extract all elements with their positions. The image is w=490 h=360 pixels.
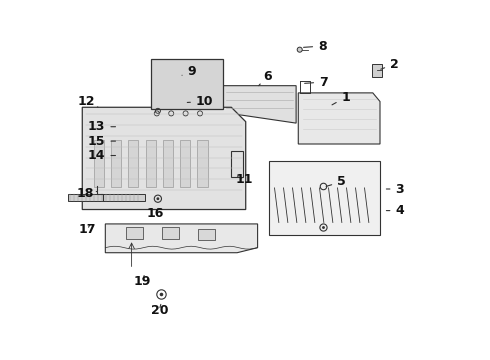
Circle shape xyxy=(322,226,325,229)
Text: 5: 5 xyxy=(326,175,346,188)
FancyBboxPatch shape xyxy=(128,140,139,187)
FancyBboxPatch shape xyxy=(126,227,144,239)
Polygon shape xyxy=(82,107,245,210)
Text: 10: 10 xyxy=(187,95,214,108)
Polygon shape xyxy=(222,86,296,123)
Text: 15: 15 xyxy=(88,135,116,148)
Text: 18: 18 xyxy=(76,187,97,200)
Text: 6: 6 xyxy=(259,70,271,86)
Text: 12: 12 xyxy=(77,95,98,108)
Circle shape xyxy=(297,47,302,52)
Text: 13: 13 xyxy=(88,120,116,133)
Polygon shape xyxy=(105,224,258,253)
Circle shape xyxy=(160,293,163,296)
FancyBboxPatch shape xyxy=(180,140,190,187)
Text: 7: 7 xyxy=(305,76,328,89)
FancyBboxPatch shape xyxy=(197,140,208,187)
Polygon shape xyxy=(68,194,145,201)
FancyBboxPatch shape xyxy=(111,140,121,187)
FancyBboxPatch shape xyxy=(94,140,104,187)
Text: 1: 1 xyxy=(332,91,350,105)
Text: 19: 19 xyxy=(134,275,151,288)
FancyBboxPatch shape xyxy=(162,227,179,239)
FancyBboxPatch shape xyxy=(270,161,380,235)
FancyBboxPatch shape xyxy=(146,140,156,187)
Text: 17: 17 xyxy=(78,223,96,236)
FancyBboxPatch shape xyxy=(198,229,216,240)
Text: 8: 8 xyxy=(304,40,327,53)
FancyBboxPatch shape xyxy=(151,59,223,109)
Text: 11: 11 xyxy=(236,173,253,186)
Text: 20: 20 xyxy=(150,304,168,317)
Text: 3: 3 xyxy=(387,183,404,195)
Circle shape xyxy=(156,197,159,200)
Text: 2: 2 xyxy=(381,58,399,71)
Polygon shape xyxy=(372,64,382,77)
Text: 9: 9 xyxy=(182,65,196,78)
Text: 4: 4 xyxy=(387,204,404,217)
Polygon shape xyxy=(298,93,380,144)
Text: 16: 16 xyxy=(147,207,165,220)
Text: 14: 14 xyxy=(88,149,116,162)
FancyBboxPatch shape xyxy=(231,151,243,177)
FancyBboxPatch shape xyxy=(163,140,173,187)
